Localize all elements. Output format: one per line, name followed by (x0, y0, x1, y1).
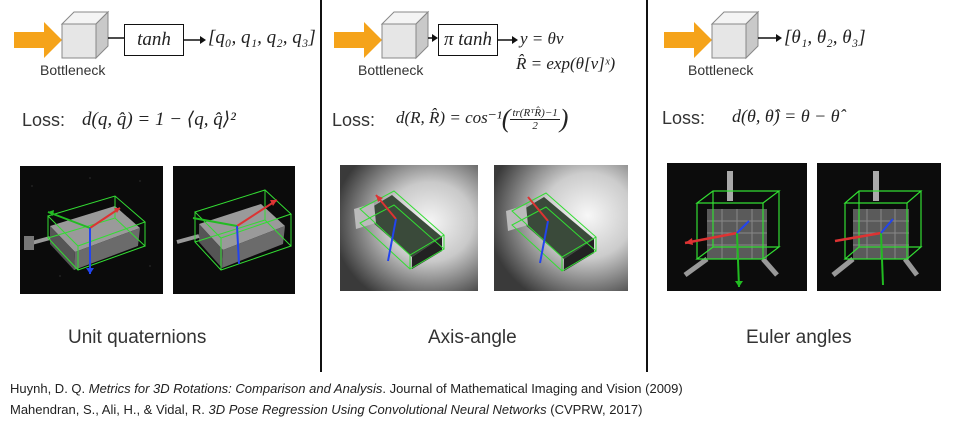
bottleneck-cube-icon (711, 23, 747, 59)
bottleneck-cube-icon (381, 23, 417, 59)
loss-frac-denominator: 2 (532, 119, 538, 132)
loss-formula: d(R, R̂) = cos⁻¹(tr(RᵀR̂)−1 2) (396, 104, 569, 133)
loss-frac-numerator: tr(RᵀR̂)−1 (510, 106, 560, 120)
panel-caption: Axis-angle (428, 327, 517, 348)
satellite-image (340, 165, 478, 291)
bottleneck-diagram-3 (664, 10, 782, 60)
loss-label: Loss: (662, 108, 706, 128)
output-arrow-icon (498, 36, 518, 44)
euler-output: [θ₁, θ₂, θ₃] (784, 27, 866, 48)
panel-divider-right (646, 0, 648, 372)
rotation-matrix-output: R̂ = exp(θ[v]ˣ) (516, 54, 616, 73)
loss-formula: d(θ, θ̂) = θ − θ̂ (732, 106, 840, 126)
bottleneck-cube-icon (61, 23, 97, 59)
satellite-image (817, 163, 941, 291)
bottleneck-label: Bottleneck (358, 62, 424, 78)
pi-tanh-block: π tanh (438, 24, 498, 56)
panel-divider-left (320, 0, 322, 372)
input-arrow-icon (334, 22, 382, 58)
bottleneck-diagram-2 (334, 10, 438, 60)
loss-label: Loss: (22, 110, 66, 130)
reference-1: Huynh, D. Q. Metrics for 3D Rotations: C… (10, 381, 683, 396)
reference-authors: Mahendran, S., Ali, H., & Vidal, R. (10, 402, 209, 417)
bottleneck-diagram-1 (14, 10, 132, 60)
panel-caption: Euler angles (746, 327, 852, 348)
input-arrow-icon (14, 22, 62, 58)
bottleneck-label: Bottleneck (688, 62, 754, 78)
loss-formula-lhs: d(R, R̂) = cos⁻¹ (396, 107, 502, 127)
satellite-image (20, 166, 163, 294)
reference-authors: Huynh, D. Q. (10, 381, 89, 396)
tanh-block: tanh (124, 24, 184, 56)
reference-venue: (CVPRW, 2017) (546, 402, 643, 417)
reference-title: 3D Pose Regression Using Convolutional N… (208, 402, 547, 417)
panel-caption: Unit quaternions (68, 327, 207, 348)
output-arrow-icon (184, 36, 206, 44)
input-arrow-icon (664, 22, 712, 58)
reference-2: Mahendran, S., Ali, H., & Vidal, R. 3D P… (10, 402, 643, 417)
reference-title: Metrics for 3D Rotations: Comparison and… (88, 381, 383, 396)
satellite-image (667, 163, 807, 291)
bottleneck-label: Bottleneck (40, 62, 106, 78)
reference-venue: . Journal of Mathematical Imaging and Vi… (382, 381, 683, 396)
loss-label: Loss: (332, 110, 376, 130)
axis-angle-output: y = θv (520, 29, 564, 48)
satellite-image (173, 166, 295, 294)
satellite-image (494, 165, 628, 291)
quaternion-output: [q₀, q₁, q₂, q₃] (208, 27, 316, 48)
loss-formula: d(q, q̂) = 1 − ⟨q, q̂⟩² (82, 109, 236, 130)
